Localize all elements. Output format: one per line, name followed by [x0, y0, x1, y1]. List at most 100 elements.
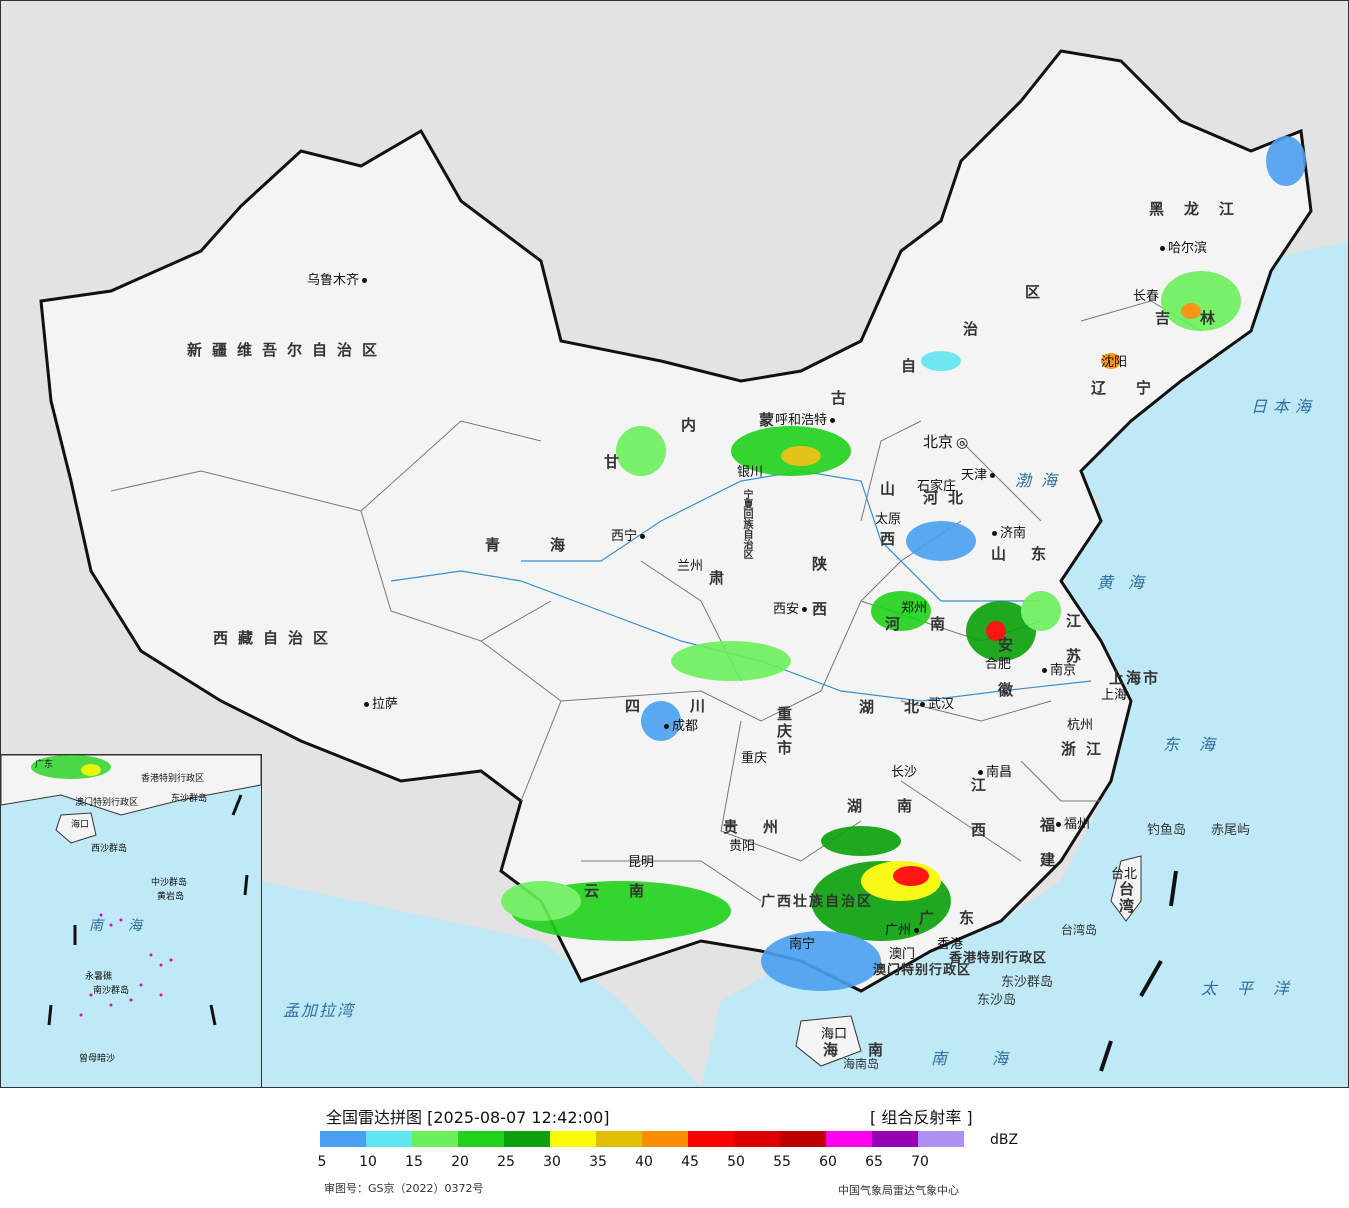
legend-tick-label: 30 — [543, 1154, 561, 1170]
inset-label-nansha: 南沙群岛 — [93, 986, 130, 996]
region-label-neimenggu-6: 区 — [1025, 283, 1051, 301]
color-swatch — [872, 1131, 918, 1147]
south-china-sea-inset: 南海 广东 香港特别行政区 澳门特别行政区 海口 西沙群岛 中沙群岛 南沙群岛 … — [0, 754, 262, 1088]
city-taiyuan: 太原 — [875, 508, 901, 527]
sea-label-nanhai: 南海 — [931, 1049, 1054, 1068]
city-beijing: 北京 ◎ — [923, 431, 968, 452]
city-marker-icon — [362, 278, 368, 283]
inset-label-dongsha: 东沙群岛 — [171, 794, 208, 804]
color-swatch — [550, 1131, 596, 1147]
region-label-neimenggu-4: 自 — [901, 357, 927, 375]
color-swatch — [458, 1131, 504, 1147]
city-label: 合肥 — [985, 657, 1012, 672]
legend-tick-label: 20 — [451, 1154, 469, 1170]
region-label-xizang: 西藏自治区 — [213, 629, 339, 647]
city-label: 福州 — [1064, 817, 1091, 832]
region-label-neimenggu-1: 内 — [681, 416, 707, 434]
region-label-taiwan: 台湾 — [1117, 881, 1135, 915]
color-swatch — [918, 1131, 964, 1147]
region-label-hebei: 河北 — [923, 489, 974, 507]
capital-icon: ◎ — [956, 435, 969, 451]
city-label: 南昌 — [986, 765, 1013, 780]
legend-tick-label: 40 — [635, 1154, 653, 1170]
color-swatch — [412, 1131, 458, 1147]
city-marker-icon — [802, 607, 808, 612]
legend-panel: 全国雷达拼图 [2025-08-07 12:42:00] [ 组合反射率 ] d… — [0, 1088, 1349, 1208]
inset-nanhai-label: 南海 — [89, 918, 167, 934]
legend-tick-label: 5 — [317, 1154, 327, 1170]
legend-tick-label: 50 — [727, 1154, 745, 1170]
city-fuzhou: 福州 — [1053, 813, 1090, 832]
city-haikou: 海口 — [821, 1023, 847, 1042]
region-label-zhejiang: 浙江 — [1061, 740, 1112, 758]
region-label-hubei: 湖北 — [859, 698, 950, 716]
city-label: 济南 — [1000, 526, 1027, 541]
city-tianjin: 天津 — [961, 464, 998, 483]
inset-map — [1, 755, 261, 1026]
legend-tick-label: 65 — [865, 1154, 883, 1170]
city-chengdu: 成都 — [661, 715, 698, 734]
region-label-hongkong-sar: 香港特别行政区 — [949, 951, 1048, 966]
island-chiwei: 赤尾屿 — [1211, 823, 1251, 838]
city-label: 西宁 — [611, 529, 638, 544]
city-yinchuan: 银川 — [737, 461, 763, 480]
color-swatch — [780, 1131, 826, 1147]
legend-tick-label: 10 — [359, 1154, 377, 1170]
review-number: 审图号：GS京（2022）0372号 — [324, 1182, 484, 1195]
city-hefei: 合肥 — [985, 653, 1011, 672]
radar-echoes — [501, 136, 1306, 991]
inset-label-macao: 澳门特别行政区 — [75, 798, 139, 808]
city-label: 石家庄 — [917, 479, 957, 494]
city-label: 海口 — [821, 1027, 848, 1042]
city-lhasa: 拉萨 — [361, 693, 398, 712]
city-nanchang: 南昌 — [975, 761, 1012, 780]
island-diaoyu: 钓鱼岛 — [1147, 823, 1187, 838]
region-label-guizhou: 贵州 — [723, 818, 804, 836]
color-swatch — [596, 1131, 642, 1147]
region-label-fujian: 福建 — [1038, 817, 1056, 887]
region-label-gansu: 甘 — [604, 453, 630, 471]
city-marker-icon — [664, 724, 669, 729]
inset-label-haikou: 海口 — [71, 820, 90, 830]
city-shenyang: 沈阳 — [1101, 351, 1127, 370]
city-guiyang: 贵阳 — [729, 835, 755, 854]
city-marker-icon — [1160, 246, 1165, 251]
city-marker-icon — [978, 770, 983, 775]
region-label-shandong: 山东 — [991, 545, 1072, 563]
city-shanghai: 上海 — [1101, 684, 1127, 703]
sea-area-west — [261, 881, 701, 1087]
region-label-shanghai: 上海市 — [1109, 669, 1161, 687]
city-label: 银川 — [737, 465, 764, 480]
radar-map: 新疆维吾尔自治区 西藏自治区 青海 甘 四川 云南 贵州 广西壮族自治区 广东 … — [0, 0, 1349, 1088]
city-label: 乌鲁木齐 — [307, 273, 360, 288]
city-changsha: 长沙 — [891, 761, 917, 780]
city-label: 广州 — [885, 923, 912, 938]
city-label: 郑州 — [901, 601, 928, 616]
region-label-neimenggu-3: 古 — [831, 389, 857, 407]
city-guangzhou: 广州 — [885, 919, 922, 938]
sea-label-japan: 日本海 — [1251, 397, 1318, 416]
hainan-land — [795, 1015, 862, 1067]
region-label-jilin: 吉林 — [1155, 309, 1246, 327]
city-label: 天津 — [961, 468, 988, 483]
region-label-liaoning: 辽宁 — [1091, 379, 1182, 397]
city-urumqi: 乌鲁木齐 — [307, 269, 370, 288]
legend-tick-label: 15 — [405, 1154, 423, 1170]
city-label: 哈尔滨 — [1168, 241, 1208, 256]
city-label: 澳门 — [889, 947, 916, 962]
sea-boundary-marks — [1099, 870, 1178, 1072]
sea-label-huanghai: 黄海 — [1097, 573, 1160, 592]
legend-tick-label: 45 — [681, 1154, 699, 1170]
city-marker-icon — [640, 534, 646, 539]
city-marker-icon — [992, 531, 997, 536]
city-label: 昆明 — [628, 855, 655, 870]
region-label-shaanxi: 陕西 — [810, 556, 828, 646]
city-marker-icon — [920, 702, 925, 707]
island-hainan: 海南岛 — [843, 1057, 880, 1071]
color-swatch — [320, 1131, 366, 1147]
city-label: 南京 — [1050, 663, 1077, 678]
city-marker-icon — [990, 473, 996, 478]
legend-unit: dBZ — [990, 1132, 1019, 1148]
city-label: 重庆 — [741, 751, 768, 766]
city-marker-icon — [1056, 822, 1061, 827]
